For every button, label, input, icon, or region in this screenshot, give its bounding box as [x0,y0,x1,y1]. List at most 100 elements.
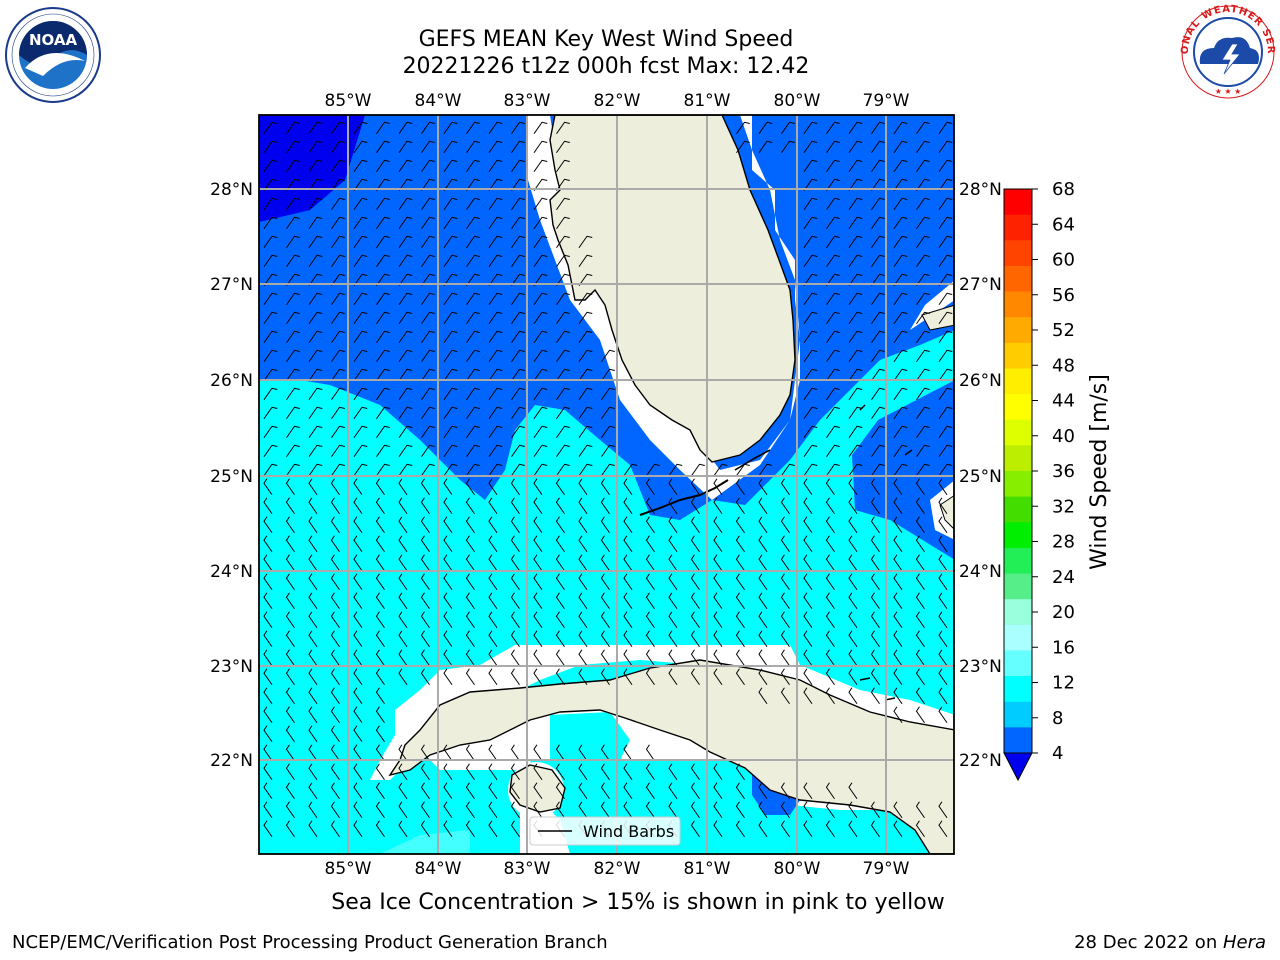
wind-barb [915,478,925,496]
wind-barb [623,497,633,515]
wind-barb [285,744,295,762]
wind-barb [713,592,723,610]
wind-barb [555,649,565,667]
wind-barb [758,649,768,667]
wind-barb [758,516,768,534]
wind-barb [533,801,543,819]
wind-barb [690,763,700,781]
wind-barb [848,311,863,325]
wind-barb [511,216,525,230]
wind-barb [916,273,930,287]
wind-barb [285,763,295,781]
wind-barb [758,140,773,154]
wind-barb [623,630,633,648]
wind-barb [623,592,633,610]
wind-barb [556,349,570,363]
lon-label: 81°W [684,91,731,111]
wind-barb [263,159,278,173]
wind-barb [263,497,273,515]
wind-barb [803,463,818,477]
wind-barb [466,349,480,363]
wind-barb [285,706,295,724]
wind-barb [353,535,363,553]
wind-barb [758,478,768,496]
wind-barb [510,820,520,838]
wind-barb [916,387,930,401]
wind-barb [556,159,570,173]
wind-barb [398,178,413,192]
wind-barb [353,387,368,401]
wind-barb [533,554,543,572]
wind-barb [443,254,458,268]
wind-barb [780,801,790,819]
wind-barb [578,535,588,553]
map-frame [258,114,955,855]
wind-barb [330,763,340,781]
wind-barb [938,630,948,648]
wind-barb [488,406,503,420]
wind-barb [871,463,885,477]
colorbar-segment [1004,547,1032,575]
wind-barb [915,554,925,572]
wind-barb [443,140,458,154]
wind-barb [443,463,458,477]
colorbar-segments [1004,189,1032,754]
wind-barb [308,444,323,458]
wind-barb [690,668,700,686]
wind-barb [376,406,390,420]
wind-barb [511,463,525,477]
wind-barb [871,178,885,192]
wind-barb [848,611,858,629]
wind-barb [308,763,318,781]
wind-barb [443,573,453,591]
wind-barb [600,763,610,781]
wind-barb [871,311,885,325]
wind-barb [331,444,345,458]
wind-barb [848,197,863,211]
wind-barb [398,744,408,762]
wind-barb [870,668,880,686]
wind-barb [938,349,953,363]
wind-barb [780,668,790,686]
wind-barb [511,368,525,382]
wind-barb [735,611,745,629]
lat-labels-left: 28°N 27°N 26°N 25°N 24°N 23°N 22°N [210,180,253,771]
wind-barb [510,535,520,553]
colorbar-ticks: 68 64 60 56 52 48 44 40 36 32 28 24 20 16 12 8 4 [1032,179,1075,764]
wind-barb [825,649,835,667]
wind-barb [938,292,953,306]
wind-barb [803,820,813,838]
wind-barb [421,406,435,420]
wind-barb [488,649,498,667]
colorbar-segment [1004,265,1032,293]
wind-barb [825,820,835,838]
wind-barb [421,425,435,439]
wind-barb [848,573,858,591]
wind-barb [330,535,340,553]
wind-barb [916,235,930,249]
wind-barb [713,463,728,477]
wind-barb [735,535,745,553]
nws-logo: NATIONAL WEATHER SERVICE ★ ★ ★ [1178,4,1275,99]
wind-barb [285,554,295,572]
wind-barb [938,387,953,401]
lon-label: 82°W [594,91,641,111]
wind-barb [668,611,678,629]
wind-barb [376,349,390,363]
lat-label: 27°N [959,275,1002,295]
wind-barb [421,349,435,363]
wind-barb [825,611,835,629]
wind-barb [308,368,323,382]
wind-barb [556,235,570,249]
wind-barb [398,497,408,515]
wind-barb [623,535,633,553]
wind-barb [308,140,323,154]
small-cays [859,404,913,701]
colorbar-tick-label: 44 [1052,391,1075,412]
wind-barb [668,801,678,819]
wind-barb [398,349,413,363]
wind-barb [825,782,835,800]
wind-barb [758,573,768,591]
wind-barb [938,425,953,439]
wind-barb [893,368,908,382]
